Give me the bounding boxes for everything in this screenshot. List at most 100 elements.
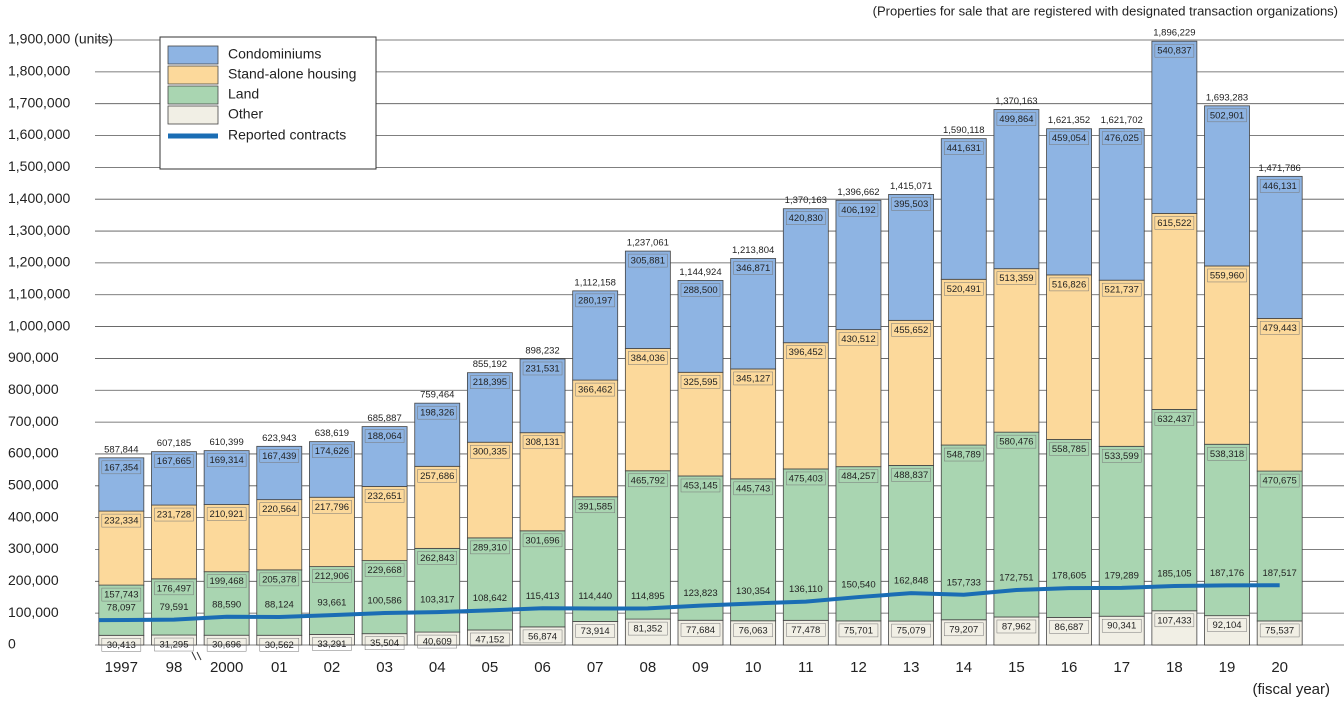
x-tick-label: 09 [692,659,709,676]
legend-swatch [167,85,219,105]
value-label-box [154,637,194,652]
value-label-box [312,569,352,583]
bar-segment [1256,620,1303,646]
value-label-box [470,632,510,647]
value-label: 210,921 [209,509,243,520]
value-label: 218,395 [473,377,507,388]
value-label-box [628,473,668,488]
legend-label: Other [228,106,263,122]
value-label: 395,503 [894,199,928,210]
y-tick-label: 200,000 [8,572,59,588]
x-tick-label: 1997 [105,659,138,676]
legend-label: Reported contracts [228,127,346,143]
bar-segment [1098,445,1145,617]
line-value-label: 130,354 [736,586,770,597]
total-label: 1,370,163 [995,96,1037,107]
value-label-box [786,211,826,225]
line-value-label: 115,413 [526,591,560,602]
y-tick-label: 600,000 [8,445,59,461]
value-label: 87,962 [1002,622,1031,633]
grid: 0 100,000 200,000 300,000 400,000 500,000 600,… [8,31,1344,652]
bar-segment [1046,274,1092,440]
x-tick-label: 10 [745,659,762,676]
bar-segment [782,342,829,470]
total-label: 1,112,158 [574,277,616,288]
y-tick-label: 1,100,000 [8,285,70,301]
line-value-label: 162,848 [894,576,928,587]
line-value-label: 185,105 [1157,569,1191,580]
bar-segment [1151,409,1198,612]
bar-segment [256,445,303,501]
y-tick-label: 1,300,000 [8,222,70,238]
x-tick-label: 02 [324,659,341,676]
value-label: 484,257 [841,471,875,482]
value-label-box [996,271,1037,285]
value-label-box [575,624,615,638]
value-label-box [891,323,931,337]
legend-swatch [167,45,219,65]
value-label: 31,295 [159,640,188,651]
value-label-box [838,469,879,483]
total-label: 1,896,229 [1153,28,1195,39]
value-label-box [470,375,510,389]
value-label: 441,631 [947,143,981,154]
total-label: 855,192 [473,359,507,370]
total-label: 1,471,786 [1259,163,1301,174]
line-value-label: 78,097 [107,603,136,614]
bar-segment [414,465,461,549]
value-label: 217,796 [315,502,349,513]
bar-segment [361,560,408,635]
total-label: 607,185 [157,438,191,449]
total-label: 1,237,061 [627,238,669,249]
bar-segment [466,537,513,631]
line-value-label: 136,110 [789,584,823,595]
value-label-box [838,332,879,346]
bar-segment [151,504,197,580]
line-value-label: 79,591 [159,602,188,613]
value-label: 420,830 [789,213,823,224]
value-label-box [522,629,563,644]
line-value-label: 108,642 [473,593,507,604]
value-label-box [1049,442,1089,456]
value-label-box [1154,216,1195,230]
line-value-label: 88,590 [212,599,241,610]
total-label: 1,621,702 [1101,115,1143,126]
y-tick-label: 500,000 [8,476,59,492]
value-label: 459,054 [1052,133,1086,144]
value-label: 229,668 [367,565,401,576]
legend-swatch [167,105,219,125]
x-tick-label: 04 [429,659,446,676]
value-label-box [312,637,352,651]
value-label-box [1207,108,1247,123]
bar-segment [624,348,671,472]
value-label-box [944,282,984,296]
bar-segment [256,499,303,571]
value-label: 220,564 [262,504,296,515]
value-label: 33,291 [317,639,346,650]
value-label: 73,914 [581,626,610,637]
value-label: 455,652 [894,325,928,336]
value-label-box [1154,43,1195,58]
bar-segment [993,616,1040,646]
line-value-label: 172,751 [999,573,1033,584]
y-tick-label: 0 [8,636,16,652]
value-label-box [259,638,300,652]
legend-label: Land [228,86,259,102]
value-label-box [364,489,405,503]
value-label: 75,079 [897,626,926,637]
line-value-label: 150,540 [841,580,875,591]
bar-segment [98,457,145,512]
value-label: 445,743 [736,483,770,494]
bar-segment [677,475,724,621]
value-label-box [154,581,194,596]
value-label-box [996,112,1037,126]
value-label-box [628,351,668,365]
value-label: 346,871 [736,263,770,274]
value-label: 77,478 [791,625,820,636]
x-tick-label: 01 [271,659,288,676]
value-label-box [733,261,773,275]
value-label: 288,500 [683,285,717,296]
value-label-box [312,500,352,514]
value-label-box [575,382,615,397]
line-value-label: 187,176 [1210,568,1244,579]
